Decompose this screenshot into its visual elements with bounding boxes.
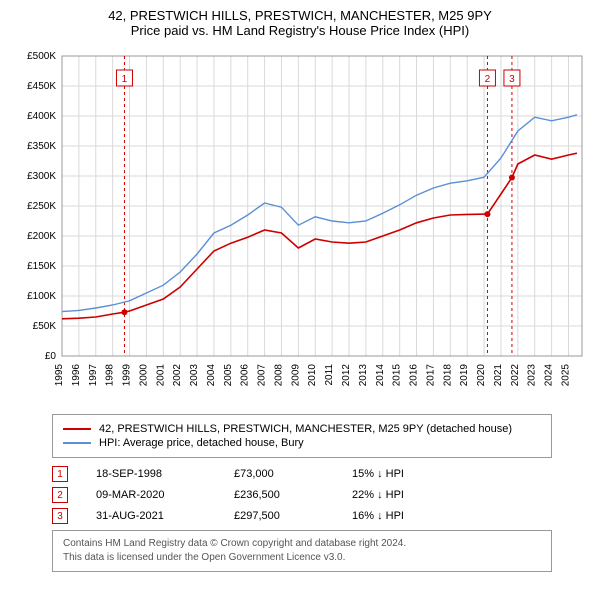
svg-text:2008: 2008	[273, 364, 284, 387]
chart-subtitle: Price paid vs. HM Land Registry's House …	[12, 23, 588, 38]
sale-date: 31-AUG-2021	[96, 510, 206, 522]
chart-container: 42, PRESTWICH HILLS, PRESTWICH, MANCHEST…	[0, 0, 600, 580]
legend-swatch	[63, 428, 91, 430]
svg-text:2014: 2014	[375, 364, 386, 387]
legend-label: HPI: Average price, detached house, Bury	[99, 437, 304, 449]
svg-text:2010: 2010	[307, 364, 318, 387]
svg-text:1: 1	[122, 74, 128, 85]
svg-text:2019: 2019	[459, 364, 470, 387]
sales-table: 1 18-SEP-1998 £73,000 15% ↓ HPI 2 09-MAR-2020…	[52, 466, 588, 524]
svg-text:£500K: £500K	[27, 51, 56, 62]
sale-marker-box: 1	[52, 466, 68, 482]
title-block: 42, PRESTWICH HILLS, PRESTWICH, MANCHEST…	[12, 8, 588, 38]
svg-text:2018: 2018	[442, 364, 453, 387]
svg-text:£100K: £100K	[27, 291, 56, 302]
attribution-footer: Contains HM Land Registry data © Crown c…	[52, 530, 552, 572]
svg-text:1996: 1996	[71, 364, 82, 387]
svg-text:2009: 2009	[290, 364, 301, 387]
svg-text:2004: 2004	[206, 364, 217, 387]
svg-text:£150K: £150K	[27, 261, 56, 272]
chart-area: £0 £50K £100K £150K £200K £250K £300K £350K £400…	[12, 46, 588, 406]
svg-text:2007: 2007	[257, 364, 268, 387]
svg-text:2021: 2021	[493, 364, 504, 387]
svg-text:£250K: £250K	[27, 201, 56, 212]
svg-text:2022: 2022	[510, 364, 521, 387]
legend-swatch	[63, 442, 91, 444]
footer-line-2: This data is licensed under the Open Gov…	[63, 551, 541, 565]
svg-text:£50K: £50K	[33, 321, 57, 332]
svg-text:1999: 1999	[122, 364, 133, 387]
svg-text:1995: 1995	[54, 364, 65, 387]
legend: 42, PRESTWICH HILLS, PRESTWICH, MANCHEST…	[52, 414, 552, 458]
svg-text:£450K: £450K	[27, 81, 56, 92]
chart-title: 42, PRESTWICH HILLS, PRESTWICH, MANCHEST…	[12, 8, 588, 23]
legend-label: 42, PRESTWICH HILLS, PRESTWICH, MANCHEST…	[99, 423, 512, 435]
svg-text:2020: 2020	[476, 364, 487, 387]
sale-marker-box: 3	[52, 508, 68, 524]
svg-text:2006: 2006	[240, 364, 251, 387]
line-chart-svg: £0 £50K £100K £150K £200K £250K £300K £350K £400…	[12, 46, 588, 406]
svg-text:2: 2	[485, 74, 491, 85]
svg-text:2011: 2011	[324, 364, 335, 386]
sale-row: 2 09-MAR-2020 £236,500 22% ↓ HPI	[52, 487, 588, 503]
svg-text:2002: 2002	[172, 364, 183, 387]
sale-price: £73,000	[234, 468, 324, 480]
svg-text:£0: £0	[45, 351, 57, 362]
svg-text:1998: 1998	[105, 364, 116, 387]
sale-date: 18-SEP-1998	[96, 468, 206, 480]
sale-diff: 15% ↓ HPI	[352, 468, 404, 480]
sale-price: £236,500	[234, 489, 324, 501]
svg-text:2023: 2023	[527, 364, 538, 387]
svg-text:2000: 2000	[138, 364, 149, 387]
svg-text:£300K: £300K	[27, 171, 56, 182]
svg-text:£200K: £200K	[27, 231, 56, 242]
sale-price: £297,500	[234, 510, 324, 522]
svg-text:1997: 1997	[88, 364, 99, 387]
sale-marker-box: 2	[52, 487, 68, 503]
svg-text:2013: 2013	[358, 364, 369, 387]
svg-text:2025: 2025	[560, 364, 571, 387]
legend-item: HPI: Average price, detached house, Bury	[63, 437, 541, 449]
footer-line-1: Contains HM Land Registry data © Crown c…	[63, 537, 541, 551]
svg-text:2012: 2012	[341, 364, 352, 387]
svg-text:2015: 2015	[392, 364, 403, 387]
sale-diff: 16% ↓ HPI	[352, 510, 404, 522]
svg-text:3: 3	[509, 74, 515, 85]
sale-row: 3 31-AUG-2021 £297,500 16% ↓ HPI	[52, 508, 588, 524]
sale-row: 1 18-SEP-1998 £73,000 15% ↓ HPI	[52, 466, 588, 482]
svg-text:£400K: £400K	[27, 111, 56, 122]
sale-diff: 22% ↓ HPI	[352, 489, 404, 501]
svg-text:2016: 2016	[409, 364, 420, 387]
svg-text:2003: 2003	[189, 364, 200, 387]
svg-text:2001: 2001	[155, 364, 166, 387]
legend-item: 42, PRESTWICH HILLS, PRESTWICH, MANCHEST…	[63, 423, 541, 435]
sale-date: 09-MAR-2020	[96, 489, 206, 501]
svg-text:£350K: £350K	[27, 141, 56, 152]
svg-text:2024: 2024	[544, 364, 555, 387]
svg-text:2005: 2005	[223, 364, 234, 387]
svg-text:2017: 2017	[425, 364, 436, 387]
